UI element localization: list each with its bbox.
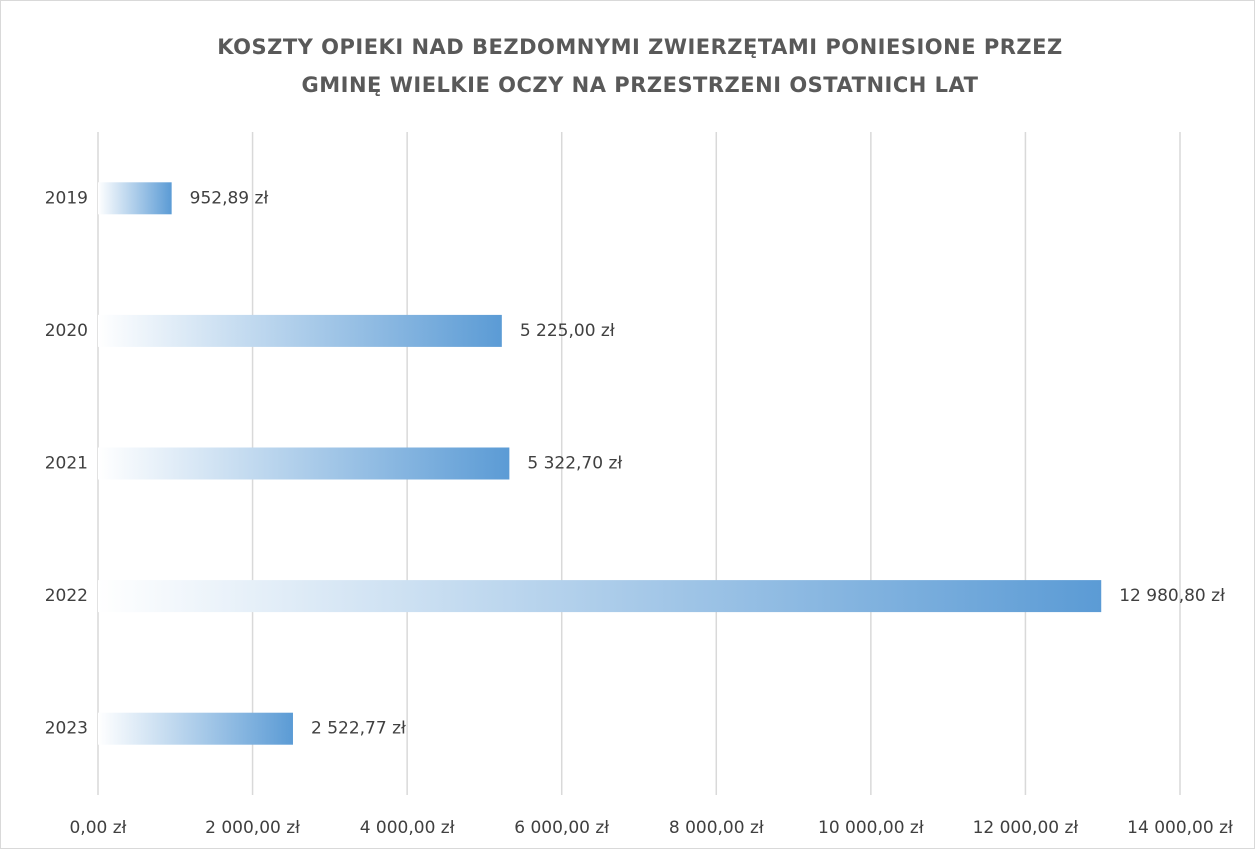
x-tick-label: 2 000,00 zł bbox=[205, 818, 300, 838]
value-label: 952,89 zł bbox=[190, 188, 269, 208]
x-tick-label: 10 000,00 zł bbox=[818, 818, 924, 838]
bar bbox=[98, 182, 172, 215]
value-label: 2 522,77 zł bbox=[311, 719, 406, 739]
x-tick-label: 12 000,00 zł bbox=[973, 818, 1079, 838]
chart-title: GMINĘ WIELKIE OCZY NA PRZESTRZENI OSTATN… bbox=[302, 73, 979, 97]
y-tick-label: 2023 bbox=[45, 719, 88, 739]
value-label: 12 980,80 zł bbox=[1119, 586, 1225, 606]
bar bbox=[98, 447, 510, 480]
x-tick-label: 0,00 zł bbox=[69, 818, 126, 838]
x-tick-label: 14 000,00 zł bbox=[1127, 818, 1233, 838]
y-tick-label: 2020 bbox=[45, 321, 88, 341]
value-label: 5 225,00 zł bbox=[520, 321, 615, 341]
y-tick-label: 2019 bbox=[45, 188, 88, 208]
y-tick-label: 2021 bbox=[45, 454, 88, 474]
value-label: 5 322,70 zł bbox=[527, 454, 622, 474]
y-tick-label: 2022 bbox=[45, 586, 88, 606]
chart-title: KOSZTY OPIEKI NAD BEZDOMNYMI ZWIERZĘTAMI… bbox=[217, 35, 1062, 59]
bar bbox=[98, 712, 293, 745]
x-tick-label: 6 000,00 zł bbox=[514, 818, 609, 838]
x-tick-label: 4 000,00 zł bbox=[360, 818, 455, 838]
x-tick-label: 8 000,00 zł bbox=[669, 818, 764, 838]
bar bbox=[98, 580, 1102, 613]
bar bbox=[98, 314, 502, 347]
